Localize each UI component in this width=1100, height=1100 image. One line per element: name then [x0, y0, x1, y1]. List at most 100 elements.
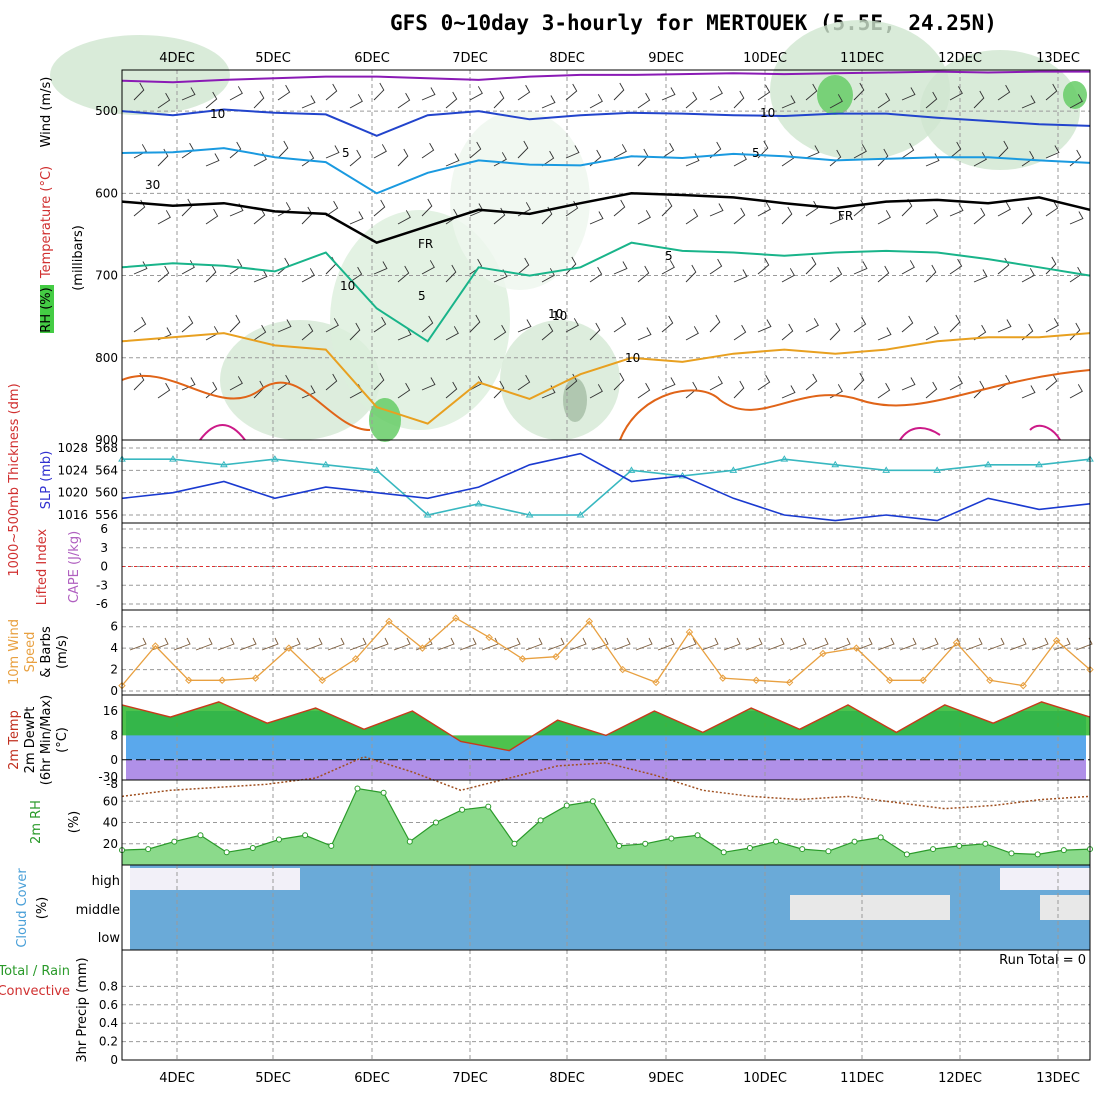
wind10-barb: [701, 637, 719, 651]
upper-wind-barb: [925, 264, 937, 283]
slp-ytick-1020: 1020: [57, 486, 88, 500]
upper-wind-barb: [589, 384, 603, 399]
upper-ytick-600: 600: [95, 186, 118, 200]
upper-wind-barb: [349, 322, 361, 341]
temp-ylabel-2: (6hr Min/Max): [39, 695, 54, 785]
rh-shade-6: [450, 110, 590, 290]
temp-ytick-1: 8: [110, 728, 118, 742]
wind10-barb: [1031, 637, 1049, 651]
upper-wind-barb: [157, 265, 170, 283]
upper-isotherm-4: [121, 241, 1091, 343]
upper-wind-barb: [805, 145, 820, 159]
wind10-barb: [965, 637, 983, 651]
thickness-line: [122, 458, 1091, 516]
thick-ytick-564: 564: [95, 463, 118, 477]
upper-wind-barb: [589, 211, 604, 225]
upper-wind-barb: [613, 199, 626, 217]
upper-wind-barb: [133, 316, 147, 333]
rh2m-ytick-60: 60: [103, 794, 118, 808]
thickness-point-17: [984, 460, 992, 468]
upper-wind-barb: [733, 269, 748, 283]
upper-wind-barb: [373, 199, 386, 217]
slp-line: [121, 452, 1091, 522]
wind10-ylabel-0: 10m Wind: [7, 619, 22, 685]
wind10-point-9: [418, 644, 427, 652]
wind10-frame: [121, 609, 1091, 696]
wind10-barb: [437, 637, 455, 651]
wind10-barb: [503, 637, 521, 651]
thickness-point-10: [627, 466, 636, 473]
wind10-point-15: [618, 665, 627, 674]
upper-wind-barb: [901, 377, 916, 391]
wind10-point-12: [518, 655, 527, 663]
upper-wind-barb: [781, 95, 796, 109]
upper-wind-barb: [229, 258, 243, 275]
temp-ylabel-0: 2m Temp: [7, 710, 22, 770]
upper-wind-barb: [1021, 268, 1035, 283]
upper-wind-barb: [445, 381, 458, 399]
upper-wind-barb: [685, 153, 700, 167]
precip-legend-conv: Convective: [0, 984, 70, 999]
wind10-barb: [811, 637, 829, 651]
upper-wind-barb: [349, 211, 364, 225]
upper-wind-barb: [325, 373, 338, 391]
wind10-barb: [1009, 637, 1027, 651]
wind10-barb: [943, 637, 961, 651]
upper-wind-barb: [421, 142, 435, 159]
temp-line: [121, 701, 1091, 752]
upper-wind-barb: [517, 319, 532, 333]
wind10-point-17: [685, 628, 694, 636]
upper-wind-barb: [853, 144, 867, 159]
date-top-6DEC: 6DEC: [354, 51, 390, 66]
wind10-ytick-6: 6: [110, 620, 118, 634]
rh2m-point-6: [275, 836, 282, 843]
rh2m-point-9: [354, 785, 361, 792]
upper-wind-barb: [133, 82, 145, 101]
temp-cold-band: [126, 759, 1086, 780]
upper-wind-barb: [373, 82, 385, 101]
rh2m-fill-2: [122, 788, 1090, 865]
upper-wind-barb: [421, 87, 436, 101]
wind10-barb: [899, 637, 917, 651]
upper-wind-barb: [373, 316, 387, 333]
date-top-13DEC: 13DEC: [1036, 51, 1080, 66]
upper-wind-barb: [493, 324, 507, 341]
upper-contour-label-3: 5: [752, 146, 760, 160]
upper-ytick-700: 700: [95, 269, 118, 283]
precip-ytick-0.8: 0.8: [99, 979, 118, 993]
inst-ytick-3: -3: [96, 578, 108, 592]
upper-wind-barb: [661, 315, 674, 333]
rh2m-point-19: [616, 842, 623, 849]
wind10-barb: [261, 637, 279, 651]
upper-isotherm-0: [121, 70, 1090, 84]
upper-wind-barb: [421, 260, 435, 275]
wind10-barb: [877, 637, 895, 651]
upper-wind-barb: [997, 374, 1011, 391]
precip-frame: [121, 949, 1091, 1061]
upper-wind-barb: [301, 95, 316, 109]
upper-wind-barb: [205, 208, 219, 225]
rh2m-point-20: [642, 840, 649, 847]
upper-wind-barb: [397, 148, 409, 167]
wind10-barb: [833, 637, 851, 651]
rh-core-3: [563, 378, 587, 422]
upper-wind-barb: [973, 152, 987, 167]
upper-wind-barb: [637, 327, 652, 341]
rh2m-point-32: [956, 842, 963, 849]
wind10-barb: [327, 637, 345, 651]
wind10-point-3: [218, 676, 226, 684]
wind10-ytick-4: 4: [110, 641, 118, 655]
wind10-barb: [767, 637, 785, 651]
cloud-ylabel: Cloud Cover: [15, 868, 30, 948]
thickness-point-7: [474, 499, 483, 507]
thickness-point-18: [1035, 460, 1043, 468]
rh2m-point-29: [877, 834, 884, 841]
upper-wind-barb: [157, 382, 171, 399]
wind10-barb: [349, 637, 367, 651]
upper-wind-barb: [925, 91, 938, 109]
upper-wind-barb: [469, 314, 481, 333]
upper-wind-barb: [589, 322, 601, 341]
upper-wind-barb: [877, 327, 892, 341]
wind10-point-28: [1052, 636, 1061, 645]
upper-isotherm-15: [121, 369, 1091, 441]
